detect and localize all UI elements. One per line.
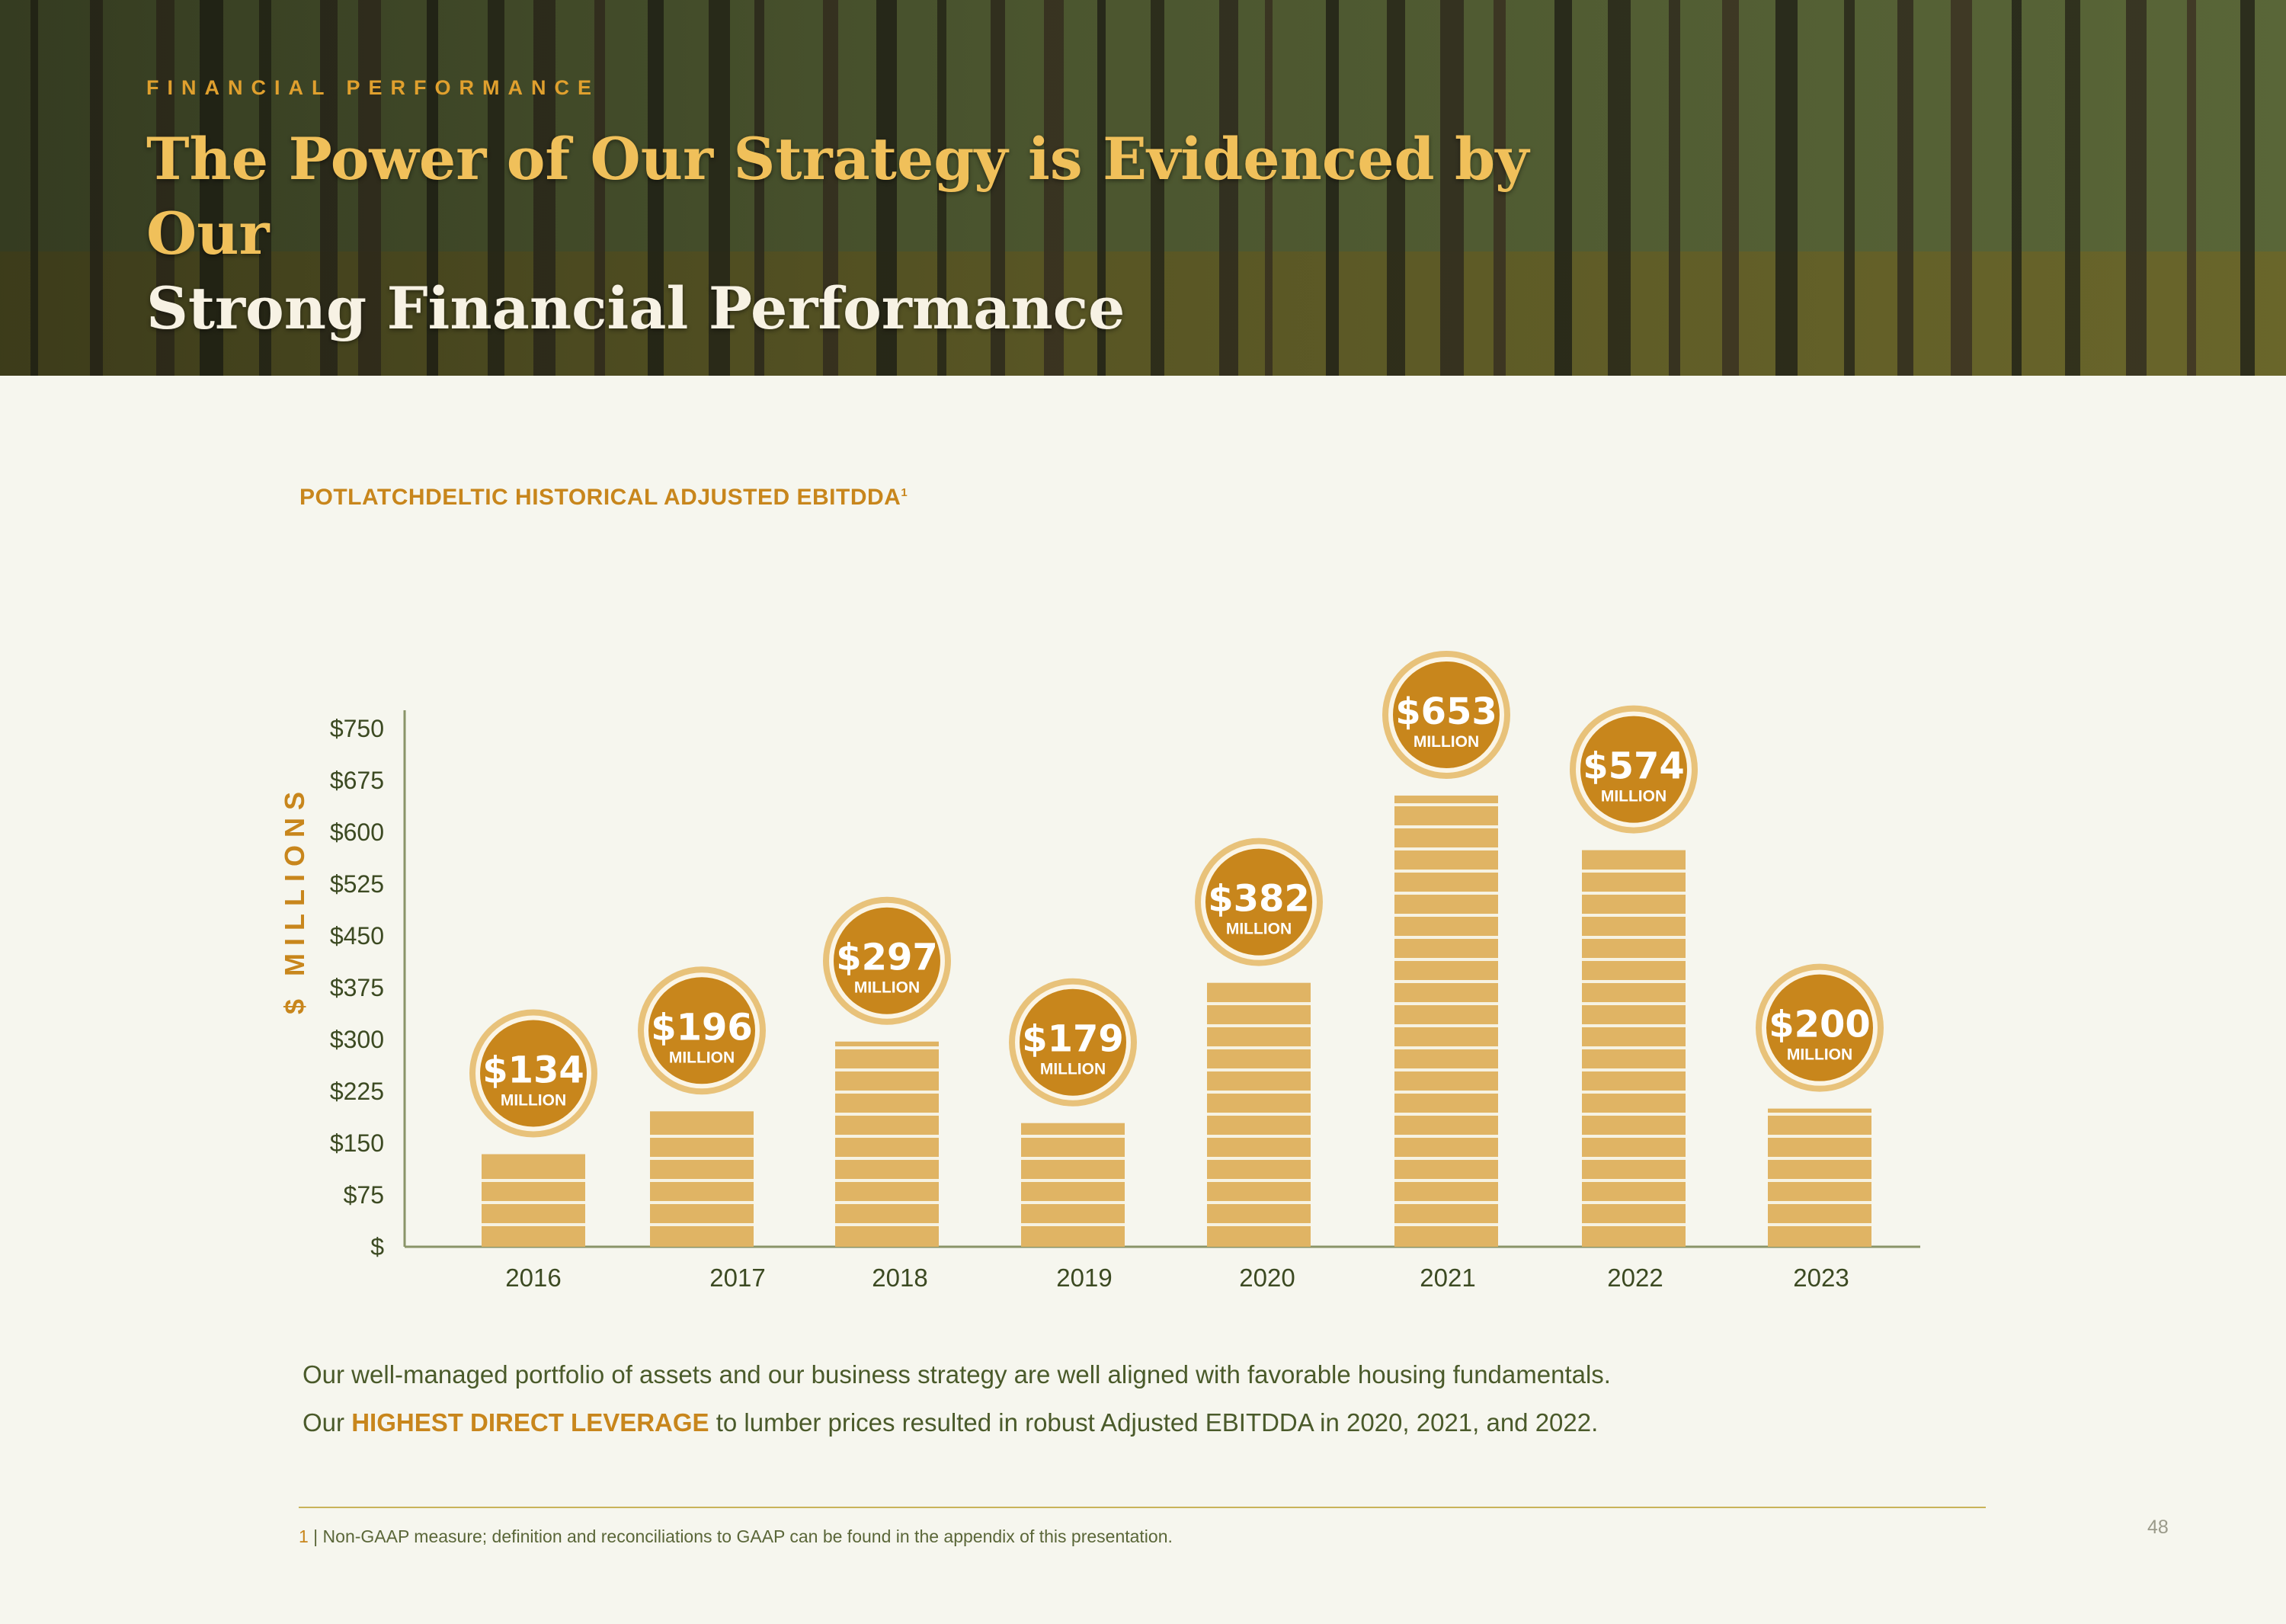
y-axis-label: $ MILLIONS [279,784,310,1014]
hero-banner: FINANCIAL PERFORMANCE The Power of Our S… [0,0,2286,376]
y-tick-label: $150 [330,1129,384,1157]
chart-title-footnote-mark: 1 [901,486,908,499]
data-label-unit: MILLION [501,1092,566,1110]
x-tick-label: 2023 [1793,1264,1849,1292]
x-tick-label: 2017 [709,1264,765,1292]
y-tick-label: $75 [344,1181,384,1209]
data-label-value: $179 [1022,1018,1124,1061]
hero-overlay [0,0,2286,376]
highest-direct-leverage-highlight: HIGHEST DIRECT LEVERAGE [351,1408,709,1437]
value-badge [1020,988,1126,1096]
value-badge [1766,974,1873,1081]
value-badge [1205,848,1312,956]
x-tick-label: 2022 [1607,1264,1663,1292]
bar-fill [482,1154,585,1247]
footnote-number: 1 [299,1526,309,1546]
y-tick-label: $ [370,1233,384,1260]
data-label-unit: MILLION [1601,788,1666,806]
body-text: Our well-managed portfolio of assets and… [303,1350,1979,1446]
data-label-value: $200 [1769,1004,1871,1046]
x-tick-label: 2016 [505,1264,561,1292]
chart-title-text: POTLATCHDELTIC HISTORICAL ADJUSTED EBITD… [299,485,901,510]
bar-fill [835,1041,939,1247]
body-line-2-post: to lumber prices resulted in robust Adju… [709,1408,1599,1437]
value-badge [648,977,755,1084]
x-tick-label: 2020 [1239,1264,1295,1292]
y-tick-label: $750 [330,715,384,742]
data-label-unit: MILLION [1787,1046,1852,1064]
page-number: 48 [2147,1517,2169,1538]
y-tick-label: $600 [330,818,384,846]
data-label-value: $382 [1208,878,1310,921]
value-badge [1393,661,1500,768]
data-label-unit: MILLION [1226,921,1292,938]
x-tick-label: 2019 [1056,1264,1112,1292]
x-tick-label: 2021 [1420,1264,1475,1292]
data-label-unit: MILLION [1414,733,1479,751]
y-tick-label: $450 [330,922,384,950]
data-label-value: $653 [1395,690,1497,733]
y-tick-label: $225 [330,1078,384,1105]
data-label-unit: MILLION [854,979,920,997]
y-tick-label: $375 [330,974,384,1001]
section-kicker: FINANCIAL PERFORMANCE [146,76,600,99]
value-badge [480,1020,587,1127]
data-label-unit: MILLION [669,1049,735,1066]
y-tick-label: $525 [330,870,384,898]
value-badge [834,907,940,1014]
body-line-2: Our HIGHEST DIRECT LEVERAGE to lumber pr… [303,1398,1979,1446]
page-title-line-2: Strong Financial Performance [146,274,1125,342]
y-tick-label: $675 [330,767,384,794]
value-badge [1580,716,1687,823]
body-line-2-pre: Our [303,1408,352,1437]
body-line-1: Our well-managed portfolio of assets and… [303,1360,1611,1389]
x-tick-label: 2018 [872,1264,927,1292]
data-label-value: $297 [836,937,938,979]
data-label-value: $574 [1583,745,1685,788]
bar-fill [1021,1123,1125,1247]
data-label-value: $134 [482,1049,584,1092]
y-tick-label: $300 [330,1026,384,1053]
data-label-value: $196 [651,1006,753,1049]
data-label-unit: MILLION [1040,1061,1106,1078]
footnote: 1 | Non-GAAP measure; definition and rec… [299,1526,1173,1547]
chart-title: POTLATCHDELTIC HISTORICAL ADJUSTED EBITD… [299,485,908,511]
page-title-line-1: The Power of Our Strategy is Evidenced b… [146,125,1529,267]
footnote-divider [299,1507,1986,1508]
footnote-text: | Non-GAAP measure; definition and recon… [308,1526,1173,1546]
page-title: The Power of Our Strategy is Evidenced b… [146,122,1594,346]
